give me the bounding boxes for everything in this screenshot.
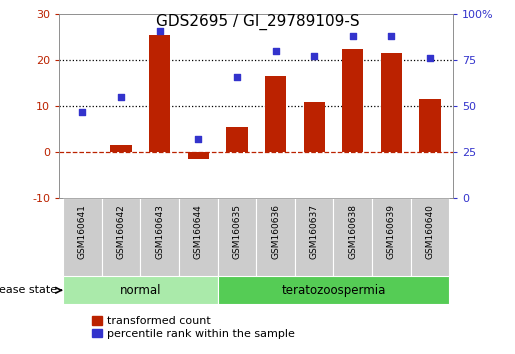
- Bar: [342, 48, 364, 152]
- Point: [194, 137, 202, 142]
- Bar: [217, 276, 449, 304]
- Text: GSM160640: GSM160640: [425, 205, 435, 259]
- Point: [233, 74, 241, 80]
- Bar: [295, 198, 334, 276]
- Legend: transformed count, percentile rank within the sample: transformed count, percentile rank withi…: [91, 315, 296, 340]
- Point: [156, 28, 164, 34]
- Point: [271, 48, 280, 54]
- Text: disease state: disease state: [0, 285, 57, 295]
- Text: GSM160638: GSM160638: [348, 205, 357, 259]
- Point: [387, 33, 396, 39]
- Bar: [303, 102, 325, 152]
- Bar: [149, 35, 170, 152]
- Bar: [419, 99, 441, 152]
- Bar: [179, 198, 217, 276]
- Text: GSM160642: GSM160642: [116, 205, 126, 259]
- Point: [310, 54, 318, 59]
- Bar: [110, 145, 132, 152]
- Bar: [226, 127, 248, 152]
- Bar: [140, 198, 179, 276]
- Text: normal: normal: [119, 284, 161, 297]
- Point: [349, 33, 357, 39]
- Bar: [63, 198, 102, 276]
- Text: GSM160639: GSM160639: [387, 205, 396, 259]
- Bar: [256, 198, 295, 276]
- Text: GSM160644: GSM160644: [194, 205, 203, 259]
- Bar: [63, 276, 217, 304]
- Text: GSM160641: GSM160641: [78, 205, 87, 259]
- Text: GSM160636: GSM160636: [271, 205, 280, 259]
- Bar: [187, 152, 209, 159]
- Text: GSM160643: GSM160643: [155, 205, 164, 259]
- Bar: [334, 198, 372, 276]
- Point: [78, 109, 87, 115]
- Text: GSM160635: GSM160635: [232, 205, 242, 259]
- Bar: [217, 198, 256, 276]
- Point: [426, 56, 434, 61]
- Text: GDS2695 / GI_29789109-S: GDS2695 / GI_29789109-S: [156, 14, 359, 30]
- Text: teratozoospermia: teratozoospermia: [281, 284, 386, 297]
- Bar: [265, 76, 286, 152]
- Bar: [381, 53, 402, 152]
- Bar: [410, 198, 449, 276]
- Text: GSM160637: GSM160637: [310, 205, 319, 259]
- Point: [117, 94, 125, 100]
- Bar: [372, 198, 410, 276]
- Bar: [102, 198, 140, 276]
